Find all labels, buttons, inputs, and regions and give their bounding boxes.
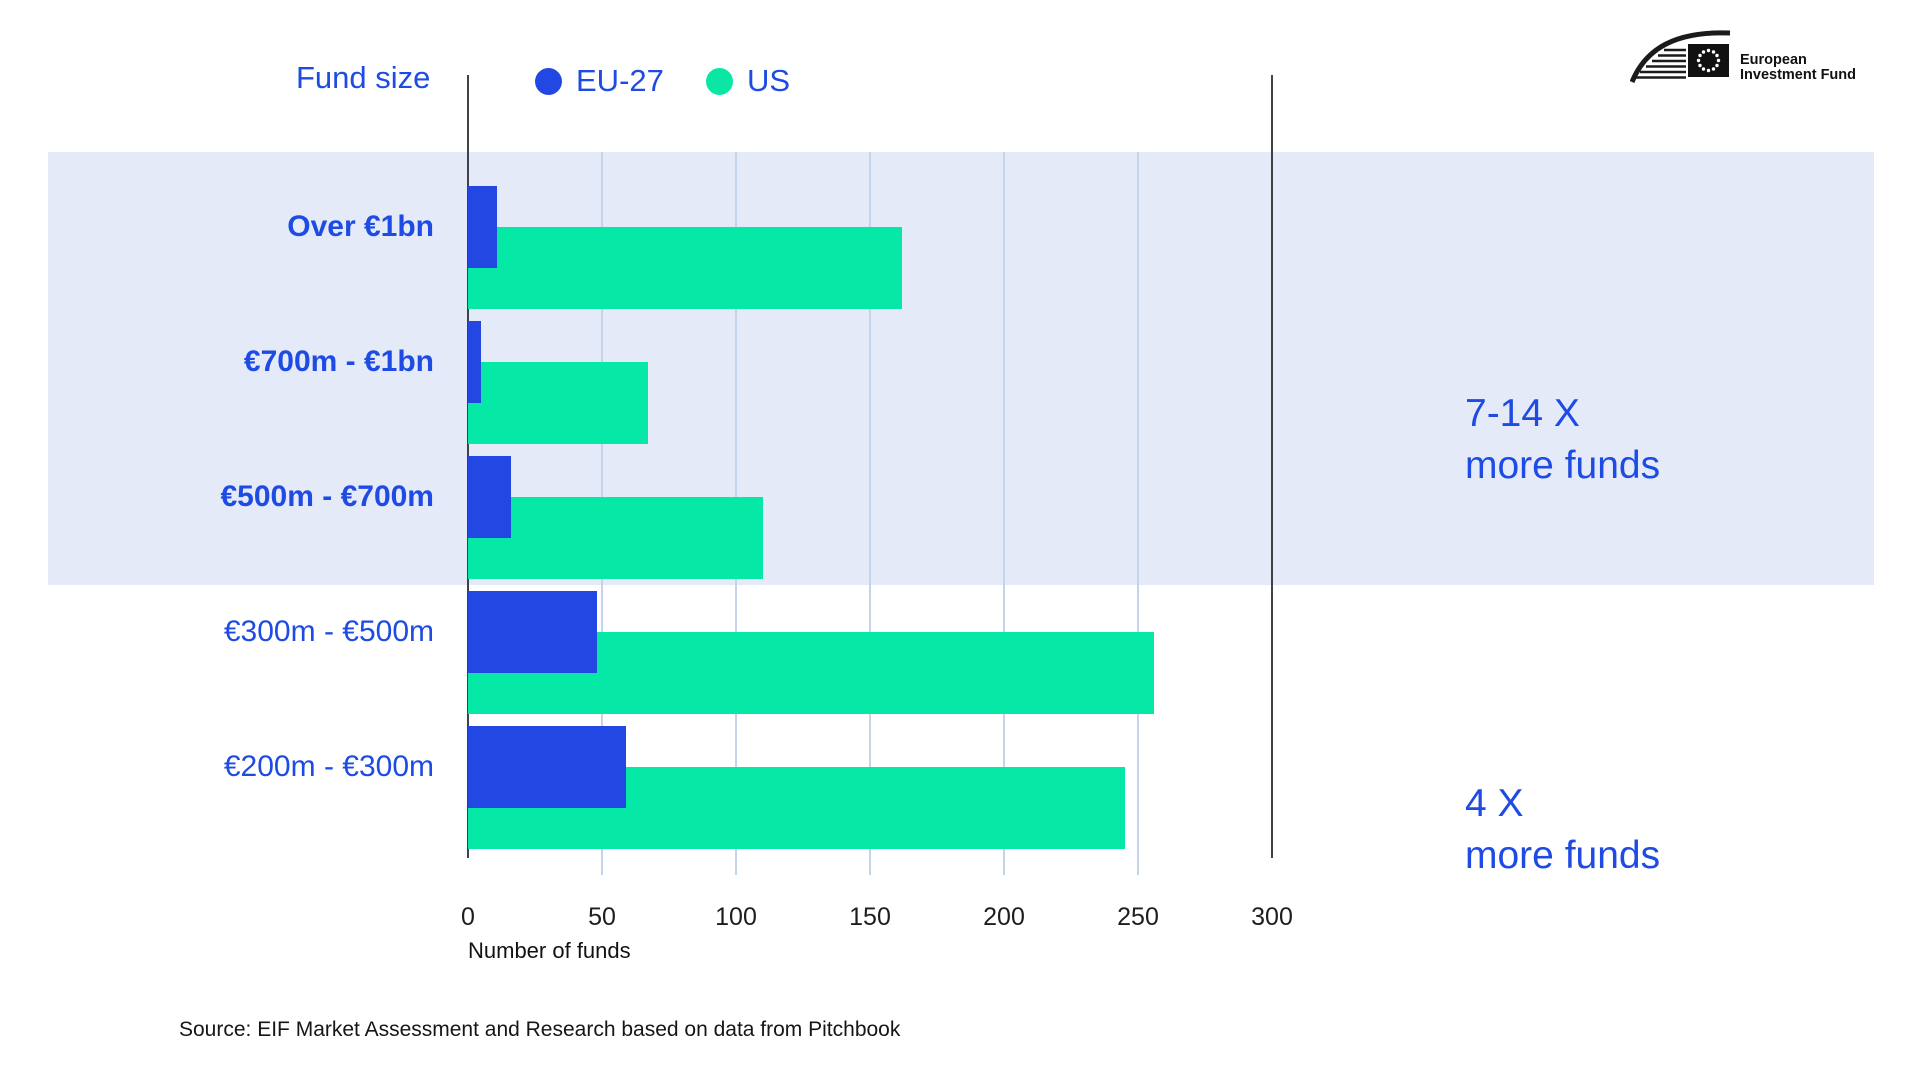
highlight-band — [48, 152, 1874, 585]
eu-bar — [468, 591, 597, 673]
annotation-top-line2: more funds — [1465, 444, 1661, 487]
logo-text-line2: Investment Fund — [1740, 67, 1856, 83]
us-legend-dot-icon — [706, 67, 733, 95]
category-label: €300m - €500m — [223, 615, 434, 648]
european-investment-fund-logo: European Investment Fund — [1630, 30, 1856, 83]
fund-size-label: Fund size — [296, 60, 431, 95]
us-bar — [468, 362, 648, 444]
us-bar — [468, 227, 903, 309]
x-tick-label: 50 — [588, 903, 616, 931]
category-label: €200m - €300m — [223, 750, 434, 783]
annotation-bottom-ratio: 4 X more funds — [1465, 778, 1660, 882]
x-tick-label: 200 — [983, 903, 1025, 931]
eu-bar — [468, 186, 498, 268]
eu27-legend-dot-icon — [535, 67, 562, 95]
category-label: €500m - €700m — [220, 480, 435, 513]
category-label: Over €1bn — [287, 210, 434, 243]
x-tick-label: 100 — [715, 903, 757, 931]
annotation-bottom-line2: more funds — [1465, 834, 1661, 877]
us-bar — [468, 497, 763, 579]
x-axis-title: Number of funds — [468, 938, 631, 963]
x-tick-label: 300 — [1251, 903, 1293, 931]
x-tick-label: 0 — [461, 903, 475, 931]
legend-item-eu27: EU-27 — [535, 63, 664, 99]
x-tick-label: 150 — [849, 903, 891, 931]
gridline — [1003, 152, 1005, 875]
eu-bar — [468, 321, 482, 403]
source-note: Source: EIF Market Assessment and Resear… — [179, 1018, 901, 1041]
gridline — [869, 152, 871, 875]
legend-item-us: US — [706, 63, 790, 99]
eu-bar — [468, 726, 627, 808]
logo-text-line1: European — [1740, 52, 1807, 68]
x-tick-label: 250 — [1117, 903, 1159, 931]
eu-flag-stars — [1696, 48, 1721, 73]
annotation-top-line1: 7-14 X — [1465, 392, 1580, 435]
axis-reference-line — [1271, 75, 1273, 858]
logo-speed-lines — [1635, 48, 1686, 79]
annotation-bottom-line1: 4 X — [1465, 782, 1524, 825]
eu27-legend-label: EU-27 — [576, 63, 664, 98]
category-label: €700m - €1bn — [243, 345, 434, 378]
us-legend-label: US — [747, 63, 791, 98]
eu-bar — [468, 456, 511, 538]
gridline — [1137, 152, 1139, 875]
annotation-top-ratio: 7-14 X more funds — [1465, 388, 1660, 492]
logo-arc — [1630, 30, 1731, 83]
